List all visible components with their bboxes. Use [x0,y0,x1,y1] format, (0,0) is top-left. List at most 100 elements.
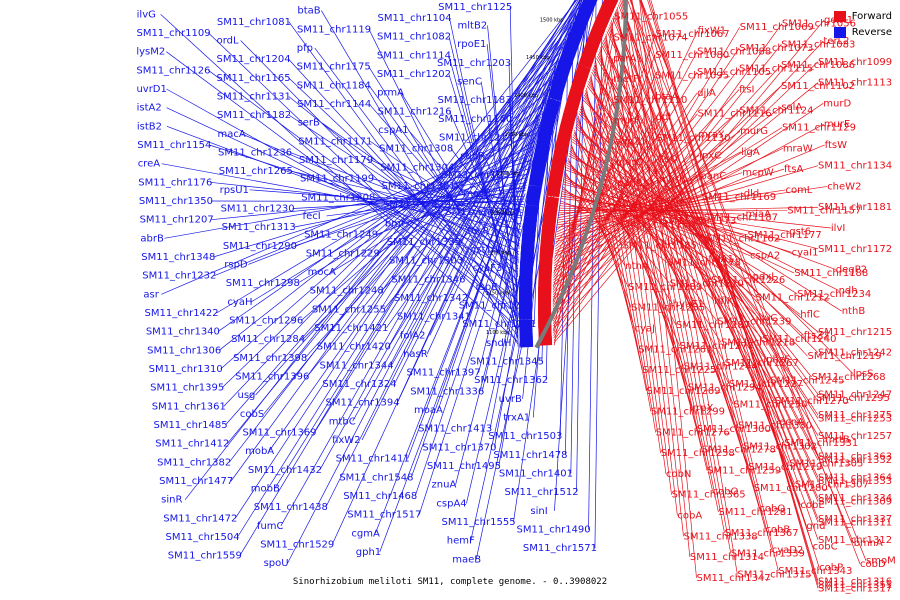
forward-gene-leader [570,143,632,308]
forward-gene-label: SM11_chr1258 [661,448,735,459]
reverse-gene-leader [325,0,581,508]
reverse-gene-leader [234,0,577,519]
forward-gene-label: cyaJ [635,323,656,334]
forward-gene-label: SM11_chr1287 [676,320,750,331]
forward-gene-label: SM11_chr1162 [706,233,780,244]
reverse-gene-leader [289,152,521,239]
forward-gene-label: ecnA [779,417,804,428]
reverse-gene-label: SM11_chr1310 [149,364,223,375]
reverse-gene-leader [214,146,534,276]
forward-gene-label: SM11_chr1080 [655,50,729,61]
genome-backbone [534,0,628,349]
reverse-gene-label: SM11_chr1249 [304,230,378,241]
forward-gene-label: SM11_chr1331 [784,438,858,449]
forward-gene-label: rrpX [692,403,713,414]
position-tick-label: 1500 kbp [540,17,564,23]
reverse-gene-leader [486,44,518,320]
forward-gene-leader [555,158,658,247]
reverse-gene-leader [288,58,518,309]
forward-gene-label: folA1 [708,254,734,265]
reverse-gene-label: mltB2 [458,21,488,32]
forward-gene-label: SM11_chr1343 [778,566,852,577]
reverse-gene-label: SM11_chr1231 [442,170,516,181]
reverse-gene-label: SM11_chr1529 [260,539,334,550]
forward-gene-label: SM11_chr1234 [797,289,871,300]
reverse-gene-label: SM11_chr1298 [226,278,300,289]
reverse-gene-label: SM11_chr1512 [505,487,579,498]
reverse-gene-leader [319,7,579,470]
reverse-gene-label: maeB [452,554,481,565]
map-caption: Sinorhizobium meliloti SM11, complete ge… [292,577,608,587]
forward-gene-label: cobO [713,486,739,497]
forward-gene-label: murF [614,116,640,127]
reverse-gene-label: SM11_chr1271 [462,319,536,330]
reverse-gene-label: usg [238,390,256,401]
forward-gene-leader [616,9,719,513]
forward-gene-leader [619,2,819,523]
reverse-gene-label: SM11_chr1336 [410,386,484,397]
forward-gene-label: SM11_chr1305 [789,459,863,470]
forward-gene-label: SM11_chr1129 [782,123,856,134]
reverse-gene-leader [381,135,537,291]
reverse-gene-label: SM11_chr1421 [314,323,388,334]
reverse-gene-leader [280,0,579,526]
forward-gene-leader [561,191,707,239]
reverse-gene-label: SM11_chr1361 [152,401,226,412]
forward-gene-leader [640,0,779,572]
reverse-gene-label: SM11_chr1126 [136,65,210,76]
forward-gene-label: SM11_chr1088 [697,46,771,57]
reverse-strand-features [519,0,598,348]
forward-gene-label: SM11_chr1105 [697,67,771,78]
reverse-gene-label: SM11_chr1340 [146,327,220,338]
forward-gene-leader [604,35,708,471]
forward-gene-label: SM11_chr1116 [698,109,772,120]
reverse-gene-label: SM11_chr1144 [297,99,371,110]
forward-gene-label: ddl [656,112,671,123]
forward-gene-label: SM11_chr1330 [738,420,812,431]
forward-gene-label: murB [659,175,686,186]
reverse-gene-arrow [519,313,533,319]
reverse-gene-label: uvrB [499,394,522,405]
legend-forward-label: Forward [851,10,892,22]
forward-gene-label: ftsZ2 [804,330,830,341]
forward-gene-leader [621,0,766,530]
forward-gene-label: SM11_chr1169 [702,192,776,203]
reverse-gene-label: cspA4 [436,498,466,509]
reverse-gene-label: SM11_chr1186 [445,207,519,218]
position-tick-label: 1400 kbp [514,93,538,99]
reverse-gene-label: SM11_chr1350 [139,196,213,207]
reverse-gene-label: SM11_chr1229 [306,248,380,259]
reverse-gene-label: ordL [217,35,239,46]
forward-gene-label: SM11_chr1278 [702,445,776,456]
reverse-gene-leader [210,200,525,203]
reverse-gene-label: SM11_chr1160 [438,114,512,125]
reverse-gene-label: macB [463,189,491,200]
forward-gene-arrow [575,70,589,79]
forward-gene-label: SM11_chr1102 [781,81,855,92]
forward-gene-arrow [595,15,610,24]
reverse-gene-leader [499,138,536,287]
reverse-gene-label: rspE [476,282,498,293]
forward-gene-leader [647,0,819,582]
forward-gene-labels: SM11_chr1055gcrA1SM11_chr1056SM11_chr106… [613,12,896,595]
forward-gene-label: murE [824,119,851,130]
forward-gene-label: miaA [746,209,772,220]
forward-gene-label: SM11_chr1269 [646,386,720,397]
forward-gene-label: SM11_chr1158 [621,220,695,231]
reverse-gene-label: SM11_chr1344 [320,360,394,371]
forward-gene-leader [596,58,819,437]
reverse-gene-label: SM11_chr1411 [336,454,410,465]
forward-gene-label: SM11_chr1219 [807,351,881,362]
reverse-gene-label: SM11_chr1548 [339,472,413,483]
forward-gene-label: degP2 [836,265,867,276]
forward-gene-label: SM11_chr1173 [662,216,736,227]
forward-gene-label: phzF [766,355,790,366]
reverse-gene-arrow [546,97,561,105]
reverse-gene-label: SM11_chr1432 [248,465,322,476]
reverse-gene-leader [240,40,518,323]
forward-gene-arrow [577,64,591,73]
forward-gene-label: SM11_chr1267 [725,358,799,369]
forward-gene-leader [597,53,785,443]
forward-gene-label: SM11_chr1332 [818,455,892,466]
reverse-gene-label: sndH [486,338,511,349]
